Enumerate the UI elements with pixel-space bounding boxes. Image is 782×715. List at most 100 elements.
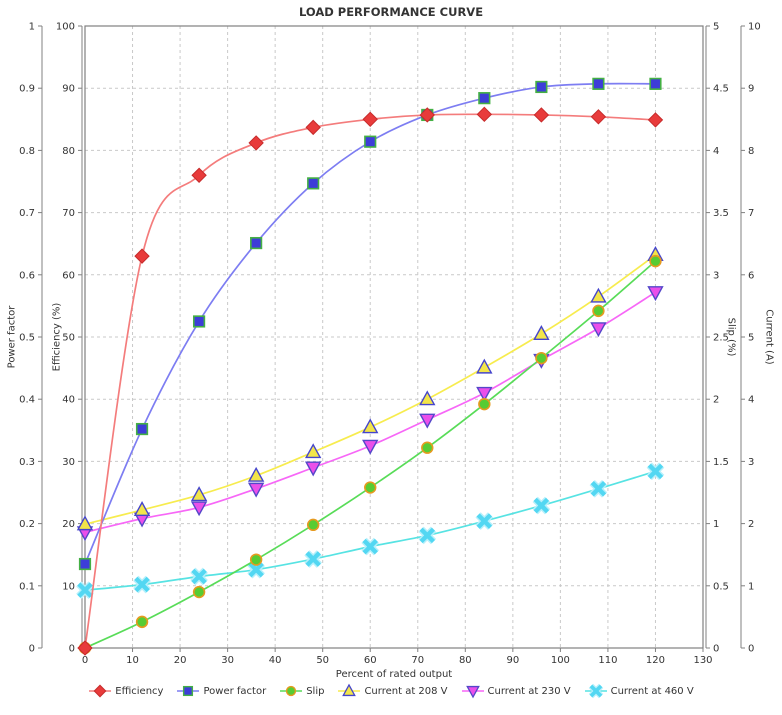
x-tick-label: 60: [364, 655, 377, 666]
y-tick-label: 2: [713, 395, 719, 406]
series-marker: [590, 109, 607, 125]
legend-item: Power factor: [176, 683, 266, 699]
y-tick-label: 5: [748, 333, 754, 344]
series-marker: [190, 486, 208, 502]
x-tick-label: 30: [221, 655, 234, 666]
legend-marker-icon: [89, 684, 112, 698]
legend-marker-icon: [461, 685, 484, 699]
axis-title-slip: Slip (%): [725, 317, 737, 357]
legend-label: Current at 230 V: [487, 685, 571, 697]
legend-marker: [342, 683, 357, 697]
y-tick-label: 4.5: [713, 84, 729, 95]
legend-marker-icon: [338, 683, 361, 697]
y-tick-label: 30: [62, 457, 75, 468]
x-tick-label: 40: [269, 655, 282, 666]
series-marker: [305, 461, 322, 477]
legend-label: Slip: [306, 685, 325, 697]
y-tick-label: 0: [748, 644, 754, 655]
x-tick-label: 70: [411, 655, 424, 666]
y-tick-label: 0.8: [19, 146, 35, 157]
series-marker: [364, 481, 377, 494]
series-marker: [362, 111, 378, 128]
y-tick-label: 0.3: [19, 457, 35, 468]
y-tick-label: 80: [62, 146, 75, 157]
series-marker: [248, 561, 264, 578]
y-tick-label: 60: [62, 270, 75, 281]
y-tick-label: 6: [748, 270, 754, 281]
series-marker: [592, 77, 605, 90]
series-marker: [649, 77, 662, 90]
series-marker: [77, 582, 93, 598]
series-line: [84, 254, 656, 526]
x-tick-label: 10: [126, 655, 139, 666]
axis-title-efficiency: Efficiency (%): [51, 302, 63, 372]
series-marker: [133, 501, 151, 517]
series-marker: [476, 106, 493, 123]
legend-label: Efficiency: [115, 685, 164, 697]
y-tick-label: 100: [56, 22, 75, 33]
series-marker: [533, 497, 550, 514]
y-tick-label: 0: [713, 644, 719, 655]
legend-marker-icon: [177, 685, 200, 697]
series-marker: [649, 254, 662, 268]
y-tick-label: 0.5: [19, 333, 35, 344]
series-marker: [305, 443, 322, 459]
series-marker: [364, 135, 377, 148]
legend-item: Efficiency: [88, 683, 163, 699]
legend-item: Slip: [279, 683, 324, 699]
series-marker: [76, 515, 94, 531]
legend-marker: [183, 685, 194, 697]
y-tick-label: 90: [62, 84, 75, 95]
series-marker: [419, 107, 435, 123]
series-marker: [250, 236, 263, 250]
x-tick-label: 0: [82, 655, 88, 666]
series-marker: [419, 527, 436, 544]
y-tick-label: 9: [748, 84, 754, 95]
y-tick-label: 10: [748, 22, 761, 33]
series-marker: [647, 112, 664, 128]
legend-item: Current at 460 V: [584, 683, 694, 699]
y-tick-label: 40: [62, 395, 75, 406]
x-tick-label: 130: [693, 655, 712, 666]
series-marker: [247, 482, 265, 498]
legend-item: Current at 230 V: [461, 683, 571, 699]
series-marker: [362, 418, 379, 434]
y-tick-label: 3: [748, 457, 754, 468]
legend-label: Power factor: [203, 685, 267, 697]
legend-label: Current at 208 V: [364, 685, 448, 697]
y-tick-label: 3.5: [713, 208, 729, 219]
series-marker: [191, 167, 207, 183]
series-marker: [305, 119, 321, 136]
y-tick-label: 0.4: [19, 395, 35, 406]
series-marker: [306, 518, 320, 532]
series-marker: [592, 304, 605, 318]
y-tick-label: 0.9: [19, 84, 35, 95]
series-marker: [478, 92, 491, 105]
series-marker: [533, 107, 550, 123]
y-tick-label: 4: [713, 146, 719, 157]
y-tick-label: 50: [62, 333, 75, 344]
series-marker: [476, 513, 493, 529]
series-marker: [419, 390, 436, 406]
series-marker: [478, 397, 491, 411]
series-marker: [190, 501, 208, 517]
legend-marker: [286, 685, 297, 697]
y-tick-label: 1: [748, 581, 754, 592]
x-tick-label: 80: [459, 655, 472, 666]
series-marker: [476, 386, 493, 402]
series-marker: [192, 585, 206, 599]
series-marker: [191, 568, 207, 585]
y-tick-label: 0: [69, 644, 75, 655]
y-tick-label: 7: [748, 208, 754, 219]
series-marker: [77, 640, 93, 656]
series-marker: [590, 322, 607, 338]
series-marker: [535, 351, 548, 365]
x-tick-label: 20: [174, 655, 187, 666]
y-tick-label: 20: [62, 519, 75, 530]
series-marker: [647, 463, 664, 480]
plot-border: [84, 25, 704, 649]
y-tick-label: 70: [62, 208, 75, 219]
y-tick-label: 4: [748, 395, 754, 406]
